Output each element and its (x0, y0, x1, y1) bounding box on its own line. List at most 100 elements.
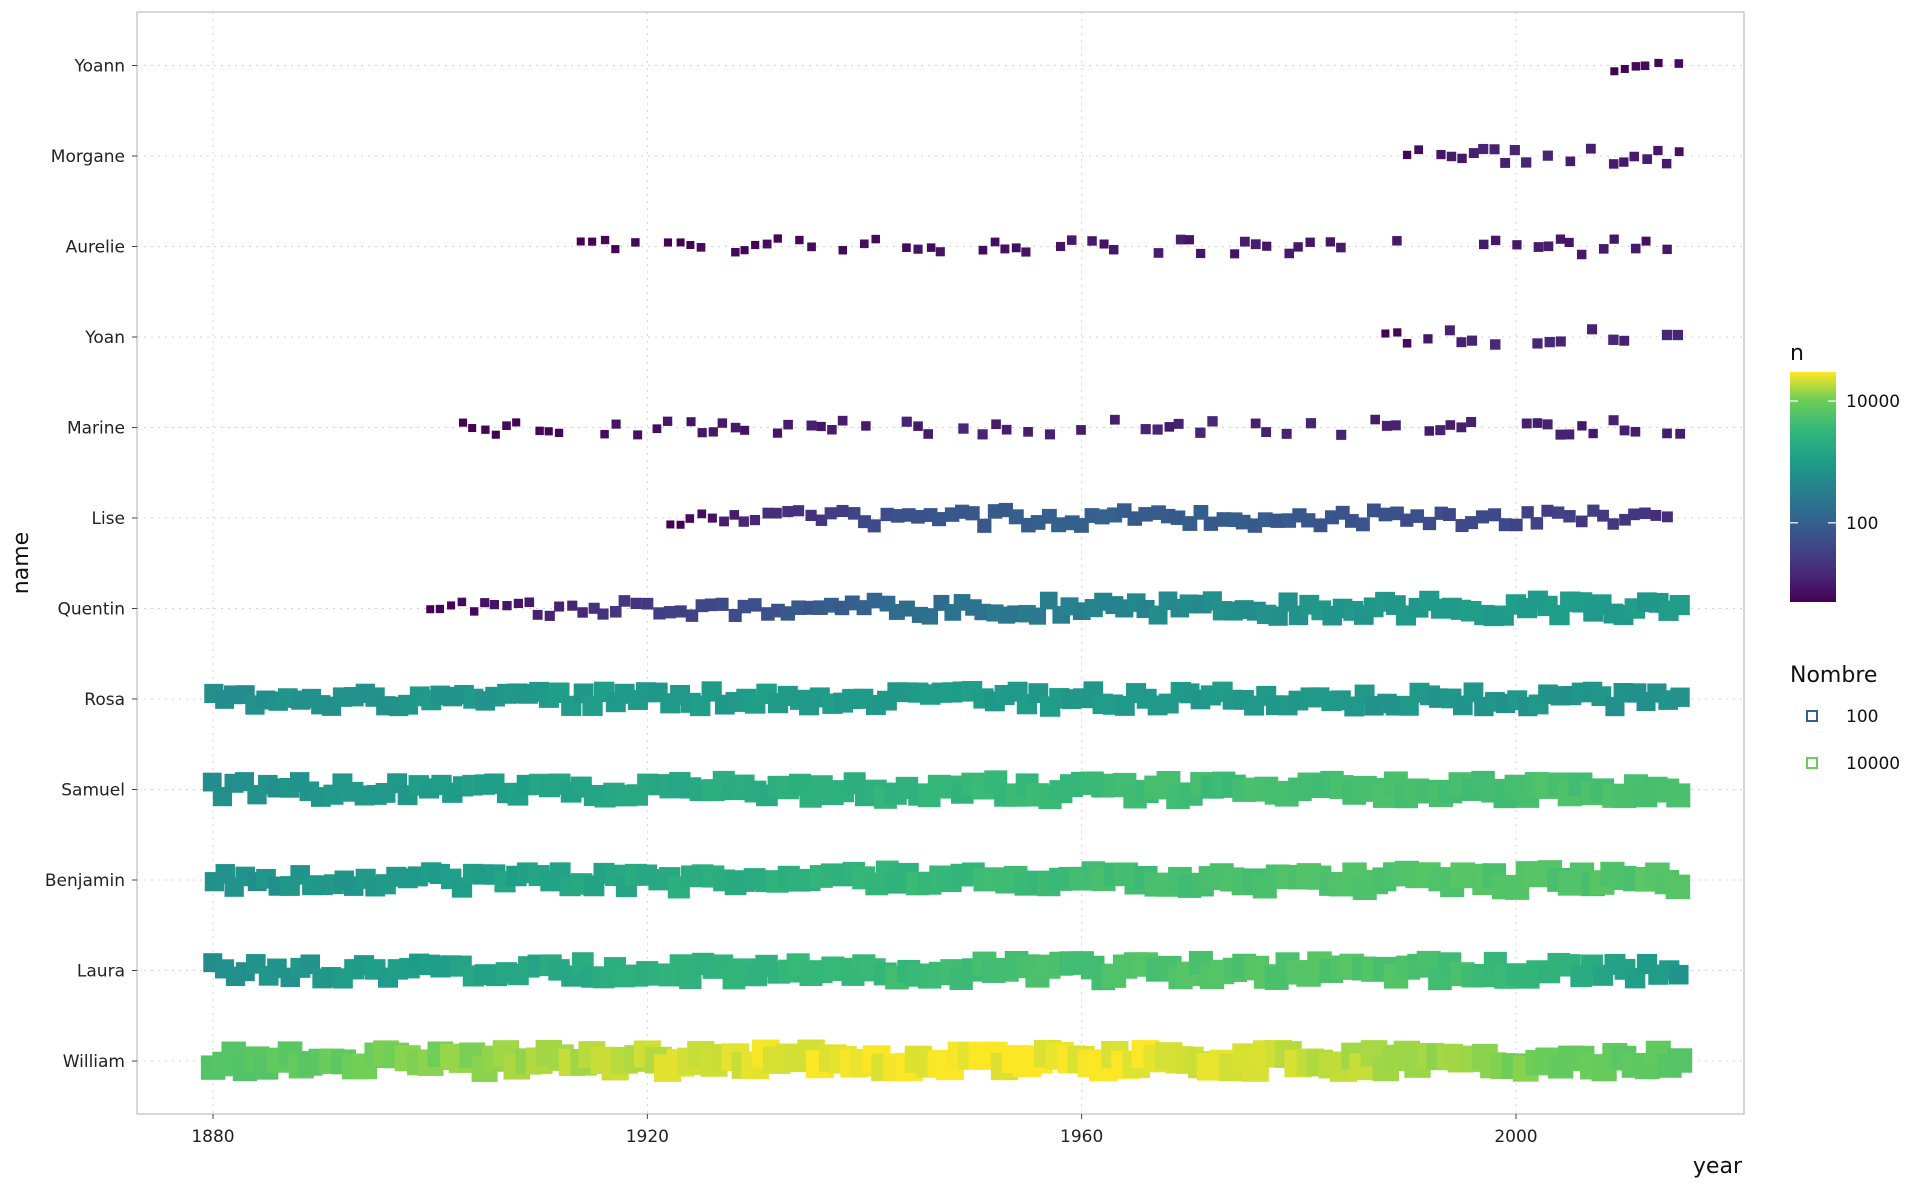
data-point (1076, 425, 1086, 435)
data-point (1402, 339, 1412, 348)
data-point (1457, 153, 1467, 164)
data-point (1370, 414, 1380, 425)
data-point (554, 601, 565, 612)
data-point (880, 507, 894, 522)
data-point (1021, 247, 1031, 257)
data-point (773, 234, 782, 243)
data-point (633, 430, 643, 440)
data-point (719, 516, 729, 527)
data-point (1325, 510, 1340, 525)
data-point (771, 507, 782, 519)
data-point (837, 415, 848, 426)
data-point (827, 424, 837, 435)
data-point (1336, 429, 1347, 440)
data-point (737, 599, 752, 614)
data-point (1587, 504, 1600, 517)
size-legend-label: 10000 (1846, 754, 1900, 774)
data-point (480, 598, 490, 608)
y-tick-label: William (63, 1052, 125, 1072)
data-point (1576, 249, 1587, 260)
data-point (1661, 329, 1673, 341)
data-point (1575, 515, 1588, 528)
data-point (1173, 418, 1184, 429)
data-point (1479, 239, 1489, 250)
y-tick-label: Yoann (74, 57, 126, 77)
data-point (806, 420, 817, 431)
data-point (1620, 64, 1629, 73)
data-point (1422, 516, 1437, 531)
data-point (1051, 517, 1067, 533)
data-point (847, 507, 861, 520)
data-point (1641, 236, 1651, 246)
data-point (923, 429, 933, 439)
data-point (468, 424, 477, 433)
data-point (1530, 517, 1544, 530)
data-point (1445, 420, 1456, 430)
data-point (1666, 783, 1691, 808)
data-point (1325, 237, 1335, 247)
data-point (1344, 514, 1359, 528)
data-point (1175, 234, 1186, 245)
data-point (738, 516, 749, 527)
data-point (588, 237, 597, 246)
data-point (1216, 512, 1232, 527)
data-point (1001, 424, 1012, 435)
data-point (1466, 335, 1478, 346)
size-legend-label: 100 (1846, 707, 1878, 727)
data-point (861, 421, 871, 431)
data-point (685, 514, 695, 523)
data-point (1532, 418, 1543, 428)
y-tick-label: Marine (67, 419, 125, 439)
data-point (740, 246, 749, 255)
data-point (1366, 503, 1381, 518)
data-point (202, 772, 222, 792)
data-point (1543, 241, 1554, 252)
data-point (1140, 424, 1151, 435)
data-point (1588, 428, 1598, 439)
data-point (1650, 510, 1662, 521)
data-point (1512, 240, 1522, 250)
data-point (469, 607, 479, 616)
data-point (554, 428, 564, 438)
data-point (926, 243, 936, 252)
data-point (836, 504, 849, 518)
data-point (686, 241, 695, 250)
data-point (913, 421, 923, 431)
y-tick-label: Benjamin (45, 871, 125, 891)
data-point (1305, 418, 1317, 429)
data-point (513, 598, 523, 609)
data-point (913, 244, 923, 254)
data-point (1099, 239, 1109, 249)
data-point (676, 520, 685, 529)
data-point (1313, 518, 1328, 533)
data-point (1542, 419, 1553, 430)
data-point (600, 429, 609, 439)
data-point (1400, 513, 1414, 527)
data-point (1410, 509, 1425, 523)
x-tick-label: 2000 (1494, 1127, 1537, 1147)
data-point (1563, 510, 1576, 523)
data-point (867, 519, 881, 533)
data-point (611, 419, 621, 429)
data-point (921, 608, 939, 625)
data-point (911, 509, 925, 524)
data-point (1577, 421, 1587, 431)
data-point (1662, 244, 1672, 255)
y-tick-label: Aurelie (66, 238, 125, 258)
data-point (1436, 149, 1446, 160)
data-point (783, 419, 793, 430)
data-point (1235, 514, 1251, 530)
panel-border (136, 11, 1745, 1115)
data-point (535, 426, 544, 436)
size-legend-key (1806, 757, 1818, 769)
data-point (663, 606, 677, 619)
data-point (696, 243, 706, 252)
y-tick-label: Lise (91, 509, 125, 529)
data-point (1640, 61, 1650, 71)
x-tick-label: 1920 (626, 1127, 669, 1147)
data-point (524, 597, 535, 608)
data-point (532, 609, 543, 620)
data-point (762, 507, 774, 519)
data-point (1207, 416, 1218, 427)
data-point (1381, 329, 1390, 338)
